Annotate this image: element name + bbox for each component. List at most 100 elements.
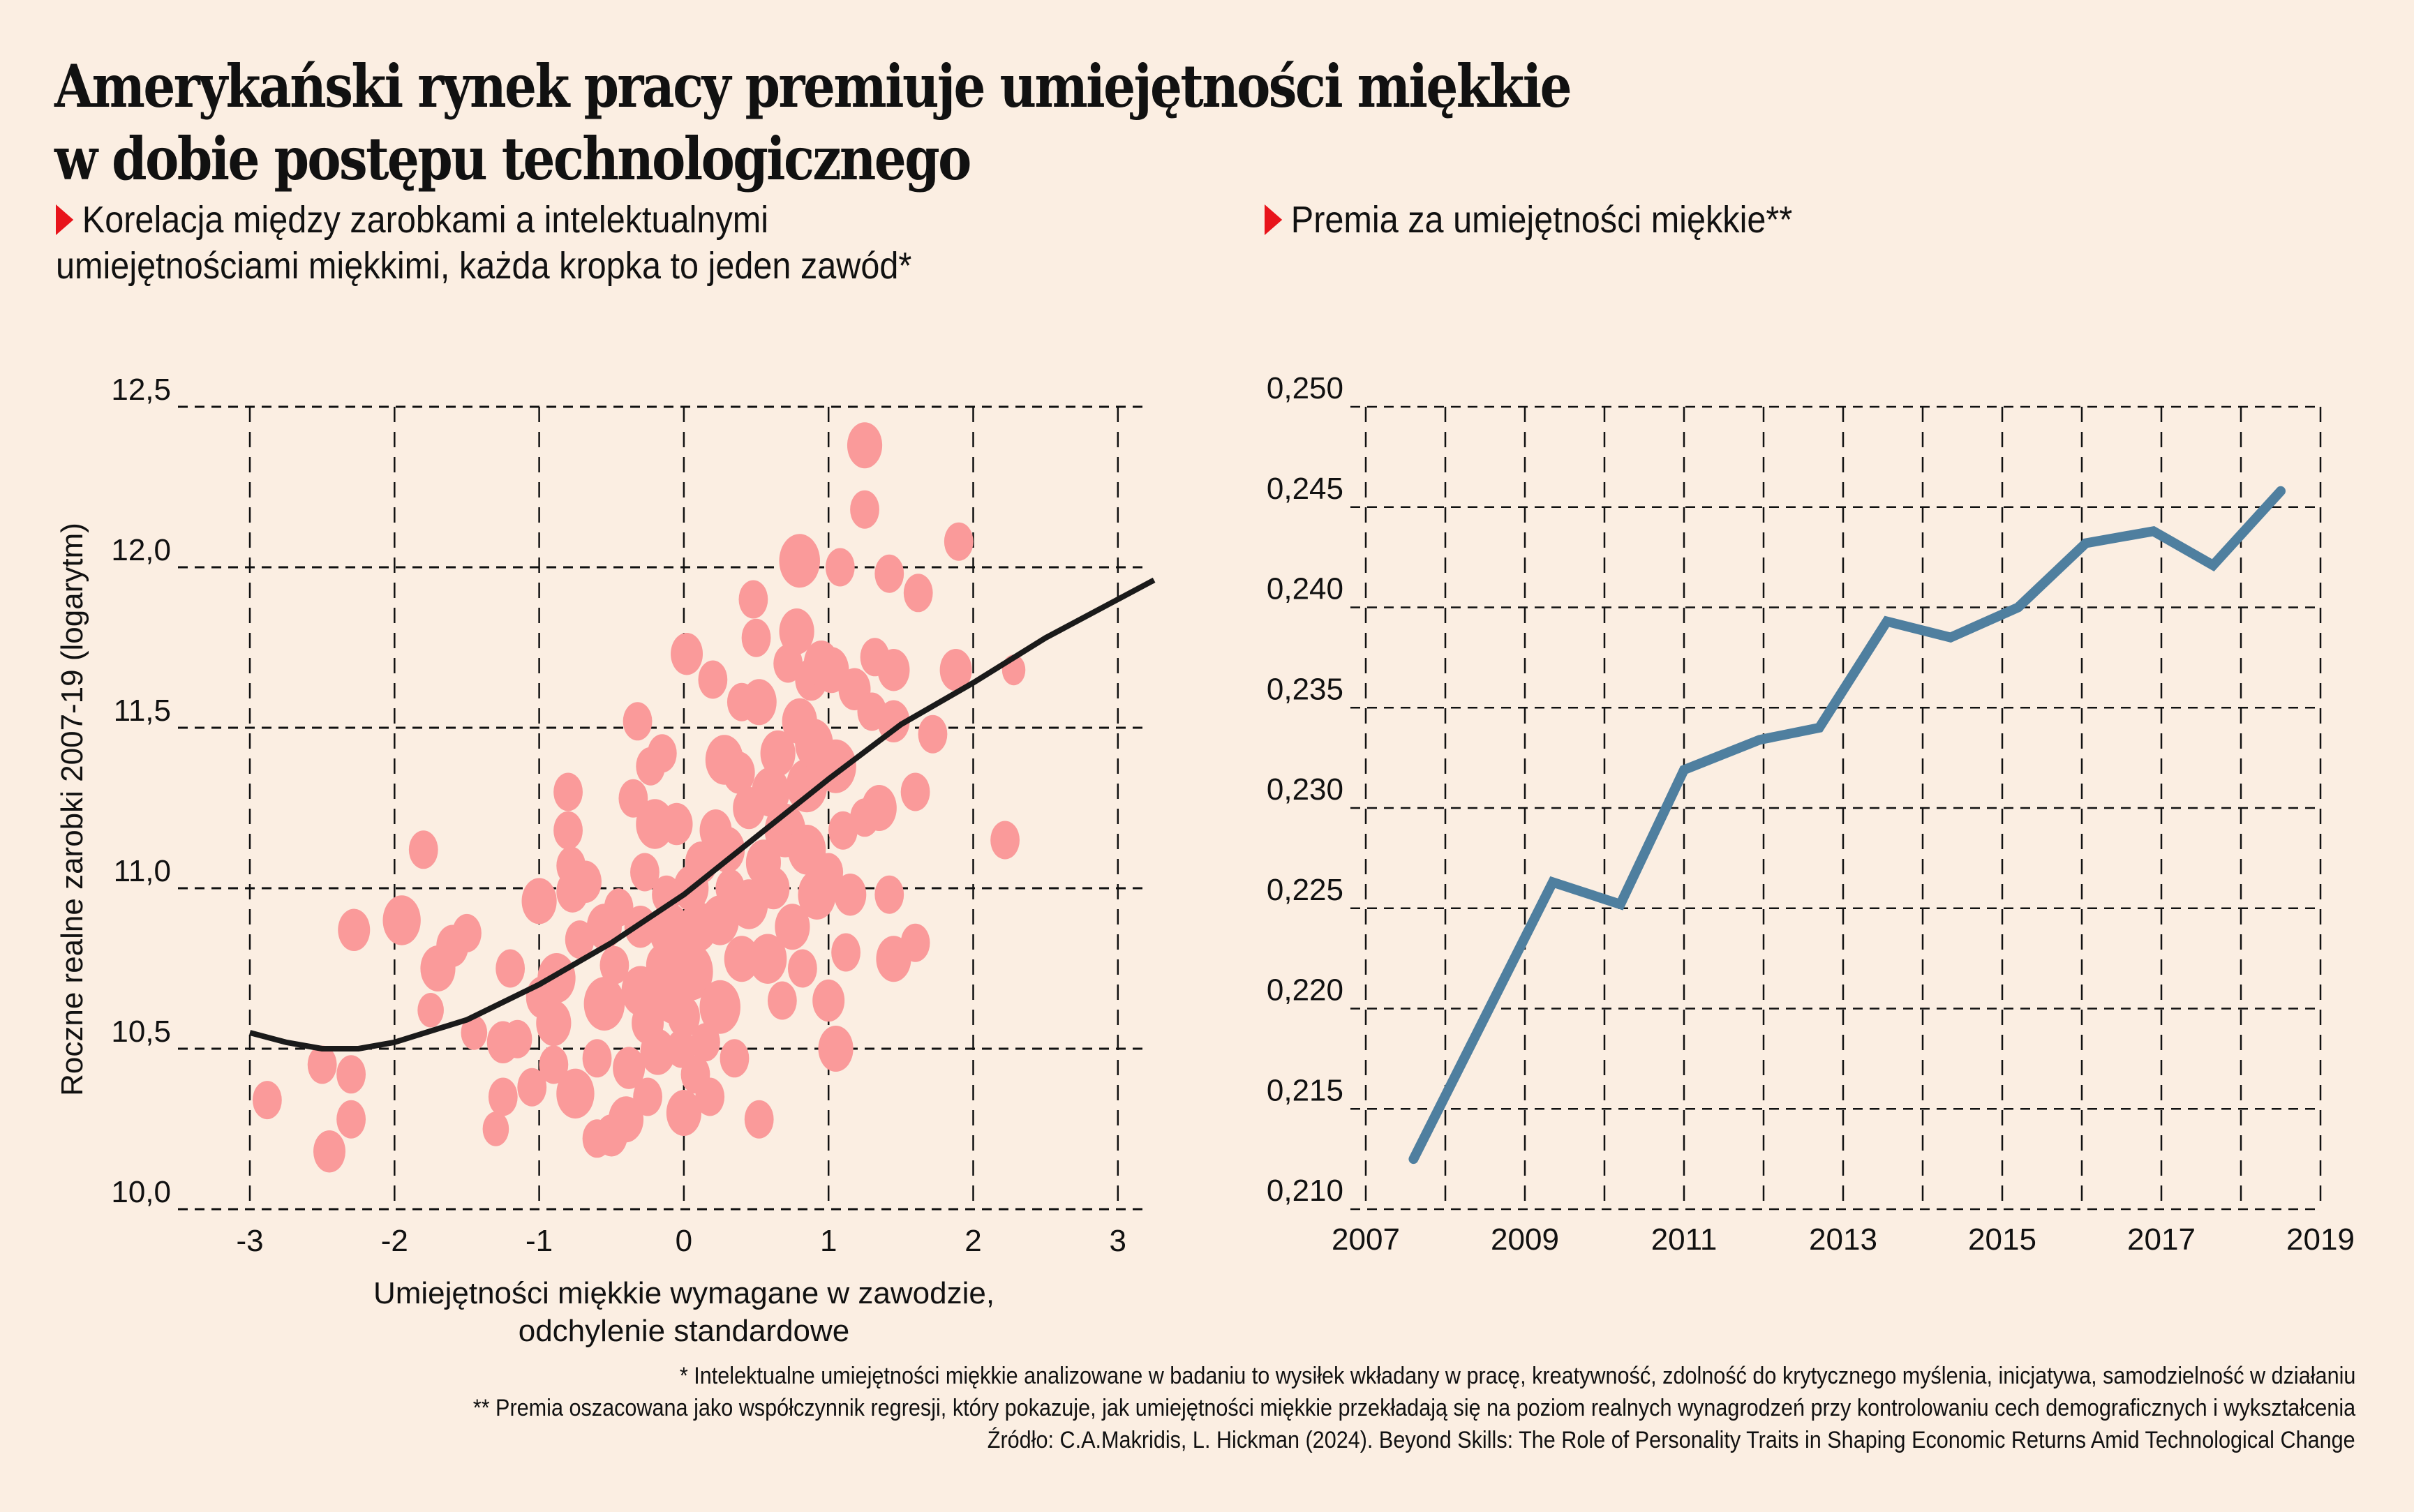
scatter-point bbox=[671, 632, 703, 675]
y-tick-label: 0,245 bbox=[1267, 472, 1343, 506]
scatter-point bbox=[569, 860, 602, 904]
scatter-point bbox=[900, 772, 930, 811]
scatter-point bbox=[556, 1068, 595, 1119]
y-tick-label: 0,215 bbox=[1267, 1073, 1343, 1107]
x-tick-label: -1 bbox=[526, 1224, 553, 1258]
scatter-point bbox=[847, 422, 883, 469]
scatter-point bbox=[521, 878, 557, 925]
y-tick-label: 0,250 bbox=[1267, 371, 1343, 405]
scatter-point bbox=[640, 1028, 676, 1075]
scatter-point bbox=[647, 734, 677, 773]
scatter-point bbox=[502, 1019, 532, 1058]
y-axis-label: Roczne realne zarobki 2007-19 (logarytm) bbox=[55, 523, 89, 1096]
scatter-point bbox=[660, 802, 693, 846]
scatter-point bbox=[767, 981, 797, 1020]
y-tick-label: 11,0 bbox=[114, 854, 171, 888]
y-tick-label: 12,0 bbox=[111, 533, 171, 567]
y-tick-label: 10,5 bbox=[111, 1015, 171, 1049]
y-tick-label: 0,235 bbox=[1267, 672, 1343, 706]
scatter-point bbox=[861, 785, 897, 831]
scatter-point bbox=[604, 888, 634, 927]
fit-curve bbox=[248, 577, 1156, 1051]
scatter-point bbox=[648, 903, 690, 957]
scatter-point bbox=[722, 751, 755, 794]
scatter-point bbox=[701, 895, 739, 945]
x-tick-label: 2009 bbox=[1491, 1222, 1559, 1257]
scatter-point bbox=[779, 608, 814, 654]
scatter-point bbox=[482, 1111, 509, 1146]
scatter-point bbox=[812, 979, 845, 1022]
left-subtitle: Korelacja między zarobkami a intelektual… bbox=[56, 197, 911, 289]
title-line-2: w dobie postępu technologicznego bbox=[54, 124, 971, 193]
x-tick-label: 1 bbox=[820, 1224, 837, 1258]
scatter-point bbox=[748, 934, 787, 984]
scatter-chart: 10,0 10,5 11,0 11,5 12,0 12,5 -3 -2 -1 0 1 2 3 Roczne… bbox=[55, 373, 1156, 1348]
x-tick-label: 3 bbox=[1110, 1224, 1126, 1258]
y-tick-label: 10,0 bbox=[111, 1175, 171, 1209]
scatter-point bbox=[669, 943, 713, 1001]
scatter-point bbox=[336, 1055, 366, 1094]
x-axis-label-line-2: odchylenie standardowe bbox=[519, 1314, 850, 1348]
scatter-point bbox=[539, 1045, 569, 1084]
scatter-point bbox=[814, 853, 844, 892]
right-subtitle: Premia za umiejętności miękkie** bbox=[1265, 197, 1792, 243]
scatter-point bbox=[720, 1039, 750, 1078]
scatter-point bbox=[338, 908, 371, 952]
scatter-point bbox=[787, 949, 817, 988]
x-tick-label: 2019 bbox=[2286, 1222, 2355, 1257]
red-triangle-marker-icon bbox=[1265, 204, 1283, 235]
x-tick-label: 2015 bbox=[1968, 1222, 2036, 1257]
scatter-point bbox=[877, 700, 910, 743]
source-note: Źródło: C.A.Makridis, L. Hickman (2024).… bbox=[988, 1427, 2355, 1453]
y-tick-label: 0,230 bbox=[1267, 772, 1343, 807]
title-line-1: Amerykański rynek pracy premiuje umiejęt… bbox=[54, 52, 1572, 121]
line-chart: 0,210 0,215 0,220 0,225 0,230 0,235 0,240 0,245… bbox=[1267, 371, 2355, 1257]
premium-series-line bbox=[1408, 486, 2286, 1165]
scatter-point bbox=[608, 1096, 644, 1143]
scatter-point bbox=[633, 1077, 662, 1116]
left-subtitle-line-1: Korelacja między zarobkami a intelektual… bbox=[82, 199, 769, 241]
scatter-point bbox=[613, 1047, 646, 1089]
scatter-point bbox=[818, 1026, 854, 1072]
scatter-point bbox=[582, 1039, 612, 1078]
scatter-point bbox=[874, 554, 904, 593]
footnote-2: ** Premia oszacowana jako współczynnik r… bbox=[472, 1395, 2355, 1421]
scatter-point bbox=[599, 945, 629, 985]
scatter-point bbox=[699, 980, 740, 1034]
scatter-point bbox=[779, 534, 820, 588]
x-tick-label: 0 bbox=[676, 1224, 692, 1258]
x-axis-label-line-1: Umiejętności miękkie wymagane w zawodzie… bbox=[373, 1276, 994, 1310]
scatter-point bbox=[828, 811, 858, 850]
scatter-point bbox=[834, 873, 867, 916]
scatter-point bbox=[553, 811, 583, 850]
y-tick-label: 11,5 bbox=[114, 694, 171, 728]
scatter-point bbox=[900, 923, 930, 962]
scatter-point bbox=[461, 1015, 488, 1050]
scatter-point bbox=[757, 867, 790, 910]
scatter-point bbox=[536, 1000, 572, 1047]
scatter-point bbox=[691, 1023, 720, 1062]
y-tick-label: 0,210 bbox=[1267, 1174, 1343, 1208]
scatter-point bbox=[939, 648, 972, 691]
scatter-point bbox=[831, 933, 860, 972]
scatter-point bbox=[990, 821, 1020, 860]
x-tick-label: 2 bbox=[964, 1224, 981, 1258]
scatter-point bbox=[417, 993, 444, 1028]
scatter-point bbox=[252, 1081, 282, 1120]
scatter-point bbox=[382, 895, 421, 945]
scatter-point bbox=[918, 714, 948, 754]
scatter-point bbox=[877, 648, 910, 691]
scatter-point bbox=[695, 1077, 725, 1116]
scatter-point bbox=[850, 490, 879, 529]
scatter-point bbox=[553, 772, 583, 811]
scatter-point bbox=[874, 875, 904, 914]
x-tick-label: 2013 bbox=[1809, 1222, 1877, 1257]
scatter-point bbox=[537, 953, 576, 1003]
right-subtitle-text: Premia za umiejętności miękkie** bbox=[1290, 199, 1793, 241]
scatter-point bbox=[825, 548, 855, 587]
x-tick-label: -2 bbox=[381, 1224, 408, 1258]
x-tick-label: -3 bbox=[236, 1224, 263, 1258]
scatter-point bbox=[313, 1130, 346, 1173]
scatter-point bbox=[724, 936, 759, 982]
